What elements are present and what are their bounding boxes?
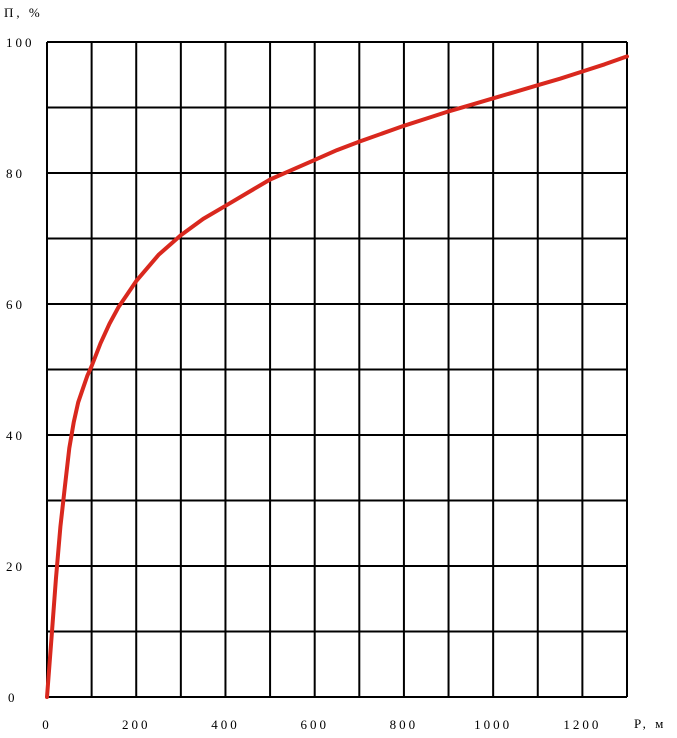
- y-tick-label: 0: [8, 690, 18, 705]
- y-axis-label: П, %: [4, 5, 43, 20]
- y-tick-label: 20: [6, 559, 25, 574]
- x-tick-label: 1200: [563, 717, 601, 732]
- x-axis-label: Р, м: [634, 716, 666, 731]
- x-tick-label: 800: [390, 717, 419, 732]
- grid: [46, 41, 628, 698]
- series-layer: [45, 54, 629, 699]
- y-tick-label: 80: [6, 166, 25, 181]
- x-tick-label: 600: [300, 717, 329, 732]
- y-tick-label: 40: [6, 428, 25, 443]
- y-tick-label: 100: [6, 35, 35, 50]
- x-axis-ticks: 0 200 400 600 800 1000 1200: [42, 717, 601, 732]
- x-tick-label: 0: [42, 717, 52, 732]
- y-tick-label: 60: [6, 297, 25, 312]
- x-tick-label: 200: [122, 717, 151, 732]
- y-axis-ticks: 0 20 40 60 80 100: [6, 35, 35, 705]
- x-tick-label: 1000: [474, 717, 512, 732]
- x-tick-label: 400: [211, 717, 240, 732]
- series-line-0: [45, 54, 629, 699]
